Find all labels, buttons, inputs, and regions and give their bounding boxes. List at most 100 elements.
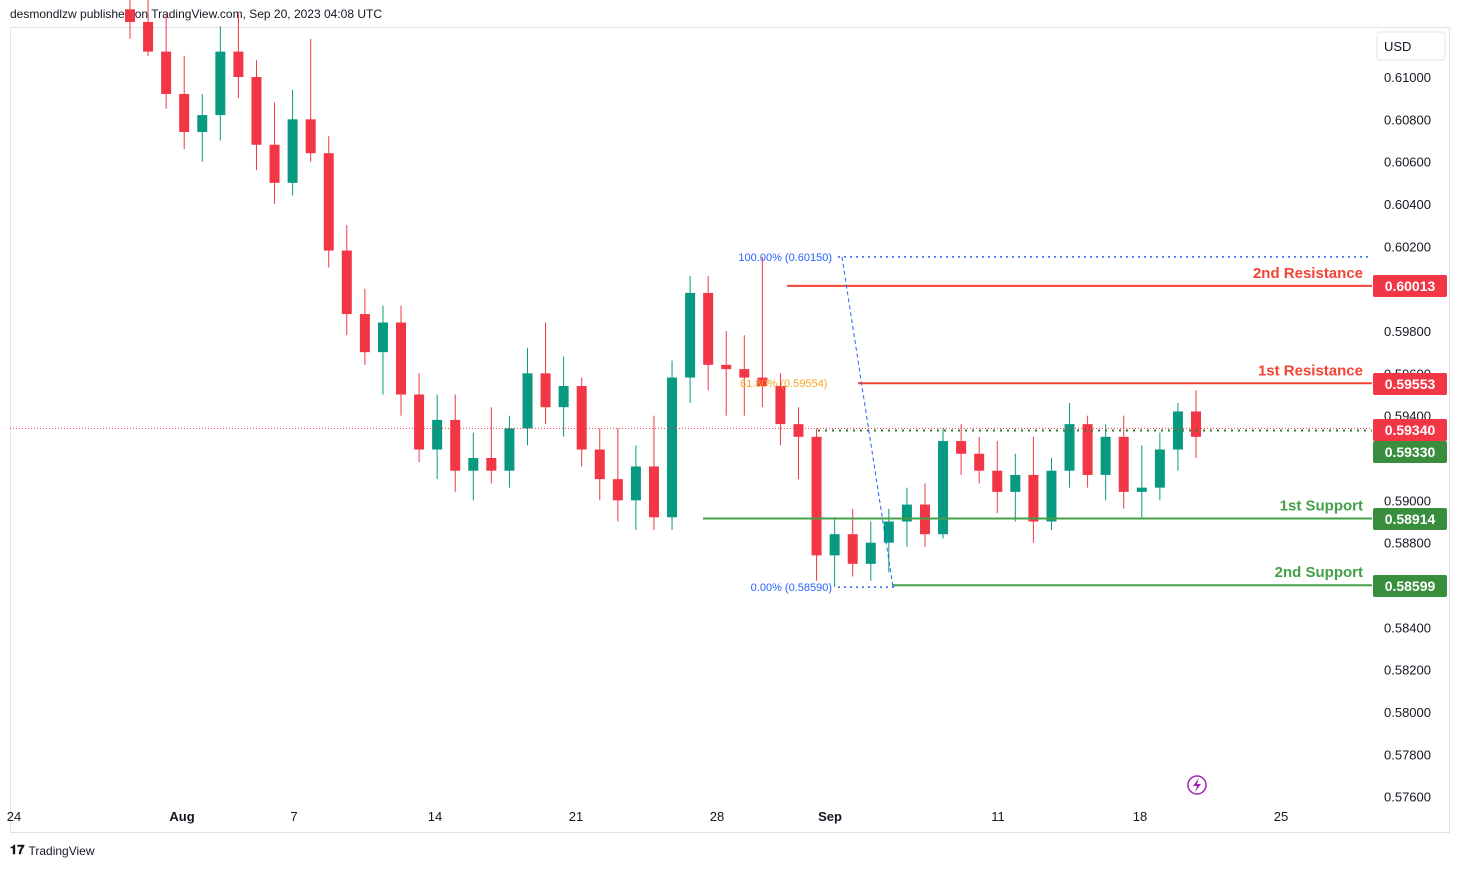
candle: [901, 487, 912, 547]
candle: [1118, 415, 1129, 509]
candle: [612, 428, 623, 522]
candle-body: [341, 250, 352, 315]
lightning-icon-ring: [1187, 775, 1207, 795]
candle: [1100, 424, 1111, 501]
candle: [721, 331, 732, 416]
candle: [359, 288, 370, 365]
candle-body: [1191, 411, 1201, 437]
candle-body: [956, 441, 967, 454]
x-tick-label: 11: [991, 809, 1005, 824]
y-tick-label: 0.58000: [1384, 705, 1431, 720]
candle: [992, 441, 1003, 514]
candle-body: [685, 292, 696, 378]
candle-body: [630, 466, 641, 501]
candle: [576, 377, 587, 467]
candle: [215, 26, 226, 141]
price-label-text: 0.58599: [1385, 578, 1436, 594]
candle: [486, 407, 497, 484]
level-name: 2nd Support: [1275, 564, 1363, 581]
candle-body: [1136, 487, 1147, 492]
candle-body: [721, 364, 732, 370]
candle-body: [486, 458, 497, 471]
label-layer: 0.60013 0.59553 0.59340 0.59330 0.58914 0.585…: [1373, 275, 1447, 597]
candle-body: [1064, 424, 1075, 471]
candle-body: [648, 466, 659, 518]
candle-body: [1172, 411, 1183, 450]
candle: [775, 373, 786, 446]
candle-body: [269, 144, 280, 183]
fib-layer: 100.00% (0.60150) 0.00% (0.58590) 61.80% (…: [738, 252, 1372, 594]
candle-body: [865, 542, 876, 564]
candle-body: [1100, 436, 1111, 475]
candle-body: [703, 292, 714, 365]
candle-body: [323, 153, 334, 251]
candle: [630, 445, 641, 530]
candle-body: [540, 373, 551, 408]
y-tick-label: 0.57600: [1384, 790, 1431, 805]
candle: [197, 93, 208, 162]
candle: [956, 424, 967, 475]
y-tick-label: 0.60800: [1384, 112, 1431, 127]
candle: [793, 407, 804, 480]
candle-body: [667, 377, 678, 518]
tv-logo-icon: 𝟏𝟕: [10, 843, 25, 858]
level-name: 1st Resistance: [1258, 362, 1363, 379]
candle: [233, 13, 244, 99]
candle-body: [143, 21, 154, 52]
candle-body: [974, 453, 985, 471]
price-label-box: [1373, 575, 1447, 597]
candle-body: [992, 470, 1003, 492]
candle-body: [1082, 424, 1093, 475]
candle-body: [594, 449, 605, 480]
price-label-box: [1373, 275, 1447, 297]
candle-body: [233, 51, 244, 77]
y-tick-label: 0.61000: [1384, 70, 1431, 85]
candle-body: [125, 9, 135, 22]
candle: [269, 102, 280, 204]
level-name: 2nd Resistance: [1253, 265, 1363, 282]
price-label-text: 0.59553: [1385, 376, 1436, 392]
x-tick-label: 18: [1133, 809, 1147, 824]
candle-body: [522, 373, 533, 429]
candle: [1010, 453, 1021, 522]
candle: [1172, 402, 1183, 471]
candle: [251, 60, 262, 171]
candle: [811, 428, 822, 581]
candle: [540, 322, 551, 425]
y-tick-label: 0.58200: [1384, 663, 1431, 678]
candle-body: [612, 479, 623, 501]
candle-body: [829, 534, 840, 556]
candle: [504, 415, 515, 488]
candle: [414, 373, 425, 463]
candle-body: [576, 386, 587, 450]
x-tick-label: Sep: [818, 809, 842, 824]
candle-body: [504, 428, 515, 471]
candle-body: [414, 394, 425, 450]
price-label-text: 0.59330: [1385, 444, 1436, 460]
candle: [522, 347, 533, 446]
y-tick-label: 0.60600: [1384, 155, 1431, 170]
level-name: 1st Support: [1280, 498, 1363, 515]
tradingview-logo[interactable]: 𝟏𝟕 TradingView: [10, 843, 95, 858]
chart-frame[interactable]: [10, 27, 1450, 833]
candle: [558, 356, 569, 437]
lightning-icon-bolt: [1193, 778, 1201, 792]
candle-body: [1118, 436, 1129, 492]
candle-body: [901, 504, 912, 522]
candle-layer: [125, 0, 1201, 588]
candle-body: [305, 119, 316, 154]
candle: [847, 508, 858, 577]
candle-body: [775, 386, 786, 425]
y-tick-label: 0.60200: [1384, 239, 1431, 254]
fib-low-label: 0.00% (0.58590): [751, 582, 832, 594]
candle: [468, 432, 479, 501]
x-tick-label: 24: [7, 809, 21, 824]
currency-label: USD: [1384, 39, 1411, 54]
y-tick-label: 0.60400: [1384, 197, 1431, 212]
candle: [179, 55, 190, 149]
candle: [919, 483, 930, 547]
y-tick-label: 0.59000: [1384, 493, 1431, 508]
y-tick-label: 0.59800: [1384, 324, 1431, 339]
candle-body: [161, 51, 172, 94]
